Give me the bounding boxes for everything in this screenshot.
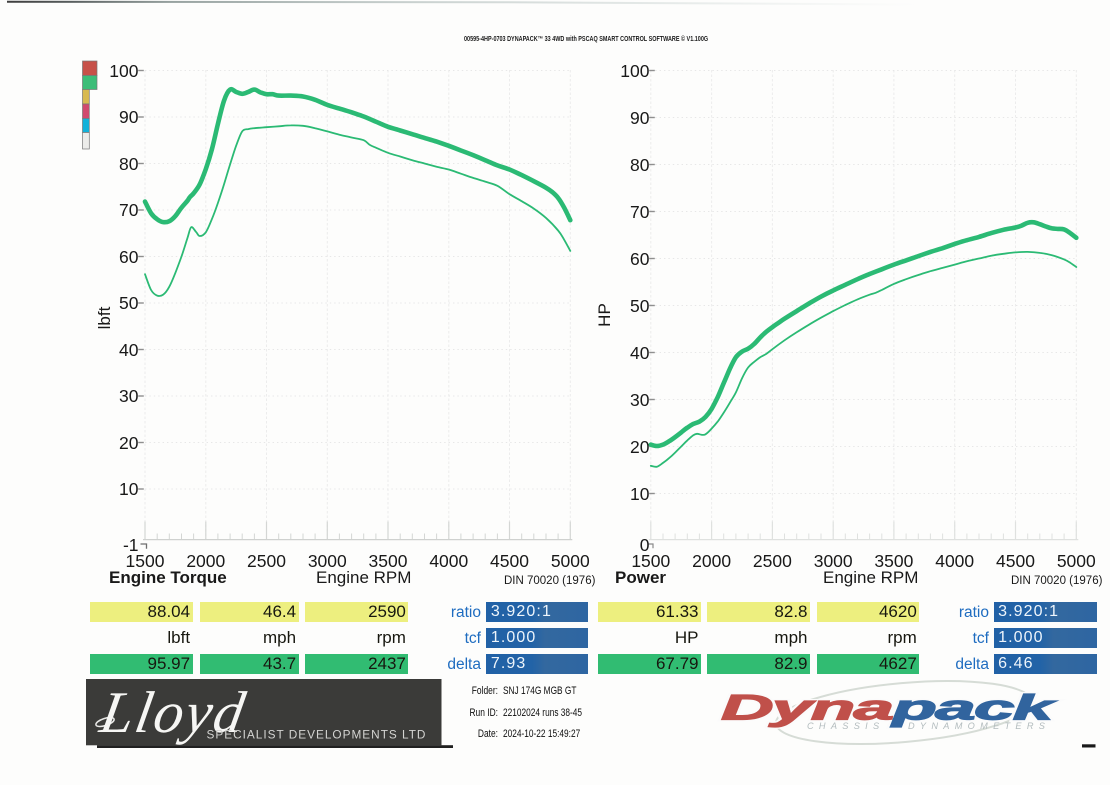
svg-text:Dynapack: Dynapack [721, 688, 1057, 727]
svg-text:CHASSIS DYNAMOMETERS: CHASSIS DYNAMOMETERS [807, 721, 1050, 731]
svg-text:Dynapack: Dynapack [721, 688, 1057, 727]
svg-text:Lloyd: Lloyd [95, 679, 252, 744]
svg-text:SPECIALIST DEVELOPMENTS LTD: SPECIALIST DEVELOPMENTS LTD [207, 728, 427, 742]
